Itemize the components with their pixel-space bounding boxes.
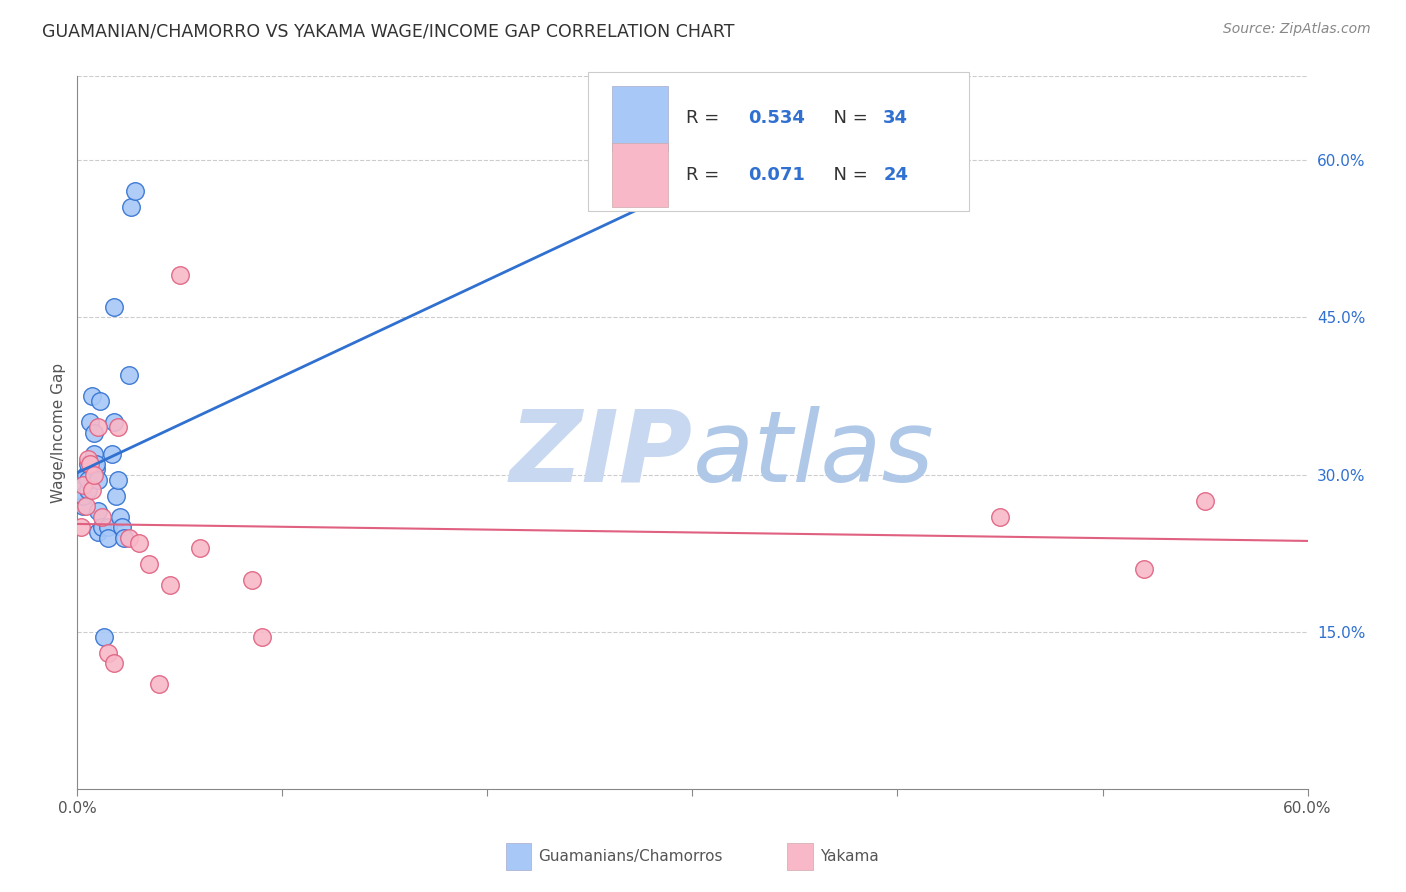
Point [114, 531, 136, 545]
FancyBboxPatch shape [588, 72, 969, 211]
Point [107, 420, 129, 434]
Point [97, 531, 120, 545]
Text: 0.534: 0.534 [748, 110, 804, 128]
Text: Source: ZipAtlas.com: Source: ZipAtlas.com [1223, 22, 1371, 37]
Point [83, 425, 105, 440]
Point [87, 504, 110, 518]
Point [111, 520, 134, 534]
Text: 0.071: 0.071 [748, 166, 804, 185]
FancyBboxPatch shape [613, 87, 668, 151]
Text: N =: N = [821, 110, 873, 128]
Point [87, 473, 110, 487]
Point [90, 520, 114, 534]
Point [988, 509, 1011, 524]
Point [107, 473, 129, 487]
Text: GUAMANIAN/CHAMORRO VS YAKAMA WAGE/INCOME GAP CORRELATION CHART: GUAMANIAN/CHAMORRO VS YAKAMA WAGE/INCOME… [42, 22, 735, 40]
Point [117, 368, 139, 382]
Point [169, 268, 191, 283]
Point [84, 462, 107, 476]
Point [117, 531, 139, 545]
Point [80, 483, 103, 498]
Point [70, 483, 93, 498]
Text: atlas: atlas [693, 406, 934, 502]
Point [103, 300, 125, 314]
Point [83, 447, 105, 461]
Text: N =: N = [821, 166, 873, 185]
Point [87, 420, 110, 434]
Point [240, 573, 263, 587]
Point [110, 509, 132, 524]
Point [72, 499, 94, 513]
Text: R =: R = [686, 110, 725, 128]
Point [87, 525, 110, 540]
Point [188, 541, 212, 555]
Point [72, 489, 94, 503]
Point [148, 677, 170, 691]
Point [70, 520, 93, 534]
Text: Guamanians/Chamorros: Guamanians/Chamorros [538, 849, 723, 863]
Point [79, 415, 101, 429]
Point [159, 578, 181, 592]
Point [76, 473, 98, 487]
Point [105, 489, 128, 503]
FancyBboxPatch shape [613, 143, 668, 207]
Point [89, 394, 111, 409]
Point [79, 457, 101, 471]
Point [76, 483, 98, 498]
Point [97, 520, 120, 534]
Text: ZIP: ZIP [509, 406, 693, 502]
Point [84, 457, 107, 471]
Point [83, 467, 105, 482]
Text: Yakama: Yakama [820, 849, 879, 863]
Point [1194, 493, 1216, 508]
Point [103, 415, 125, 429]
Point [103, 657, 125, 671]
Point [93, 630, 115, 644]
Point [124, 184, 146, 198]
Point [702, 189, 724, 203]
Point [80, 389, 103, 403]
Point [250, 630, 273, 644]
Point [128, 536, 150, 550]
Point [76, 457, 98, 471]
Point [75, 499, 97, 513]
Point [97, 646, 120, 660]
Text: R =: R = [686, 166, 725, 185]
Point [72, 478, 94, 492]
Point [120, 200, 142, 214]
Point [76, 451, 98, 466]
Y-axis label: Wage/Income Gap: Wage/Income Gap [51, 362, 66, 503]
Point [75, 467, 97, 482]
Point [67, 473, 90, 487]
Point [101, 447, 124, 461]
Text: 34: 34 [883, 110, 908, 128]
Point [90, 509, 114, 524]
Text: 24: 24 [883, 166, 908, 185]
Point [138, 557, 160, 571]
Point [1132, 562, 1154, 576]
